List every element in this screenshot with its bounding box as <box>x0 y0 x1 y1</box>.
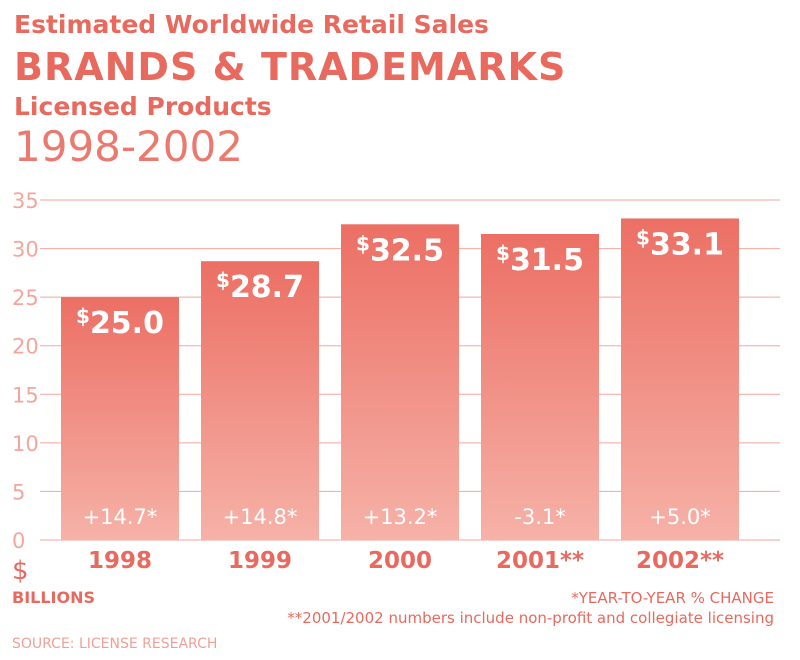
footnote-nonprofit: **2001/2002 numbers include non-profit a… <box>287 609 774 627</box>
data-label: $31.5 <box>496 241 584 278</box>
x-tick-label: 2000 <box>368 548 432 570</box>
x-tick-label: 1999 <box>228 548 292 570</box>
data-label: $28.7 <box>216 268 304 305</box>
chart-subtitle: Licensed Products <box>14 92 272 121</box>
bar <box>621 218 739 540</box>
bar-chart: 0 5 10 15 20 25 30 35 $25.0 +14.7* 1998 $28.7 +14.8… <box>12 189 780 570</box>
chart-title: BRANDS & TRADEMARKS <box>14 45 567 89</box>
x-tick-label: 2002** <box>636 548 724 570</box>
y-tick-label: 25 <box>12 286 39 310</box>
chart-supertitle: Estimated Worldwide Retail Sales <box>14 10 489 39</box>
change-label: -3.1* <box>514 505 565 529</box>
change-label: +5.0* <box>649 505 711 529</box>
bar <box>201 261 319 540</box>
y-tick-label: 30 <box>12 238 39 262</box>
data-label: $33.1 <box>636 225 724 262</box>
bar <box>61 297 179 540</box>
y-tick-label: 15 <box>12 383 39 407</box>
footnote-yoy: *YEAR-TO-YEAR % CHANGE <box>571 589 774 607</box>
x-tick-label: 1998 <box>88 548 152 570</box>
source-credit: SOURCE: LICENSE RESEARCH <box>12 636 218 652</box>
y-tick-label: 10 <box>12 432 39 456</box>
x-tick-label: 2001** <box>496 548 584 570</box>
y-tick-label: 5 <box>12 480 25 504</box>
y-tick-label: 0 <box>12 529 25 553</box>
data-label: $25.0 <box>76 304 164 341</box>
unit-symbol: $ <box>12 556 29 586</box>
chart-year-range: 1998-2002 <box>14 122 243 171</box>
change-label: +14.7* <box>83 505 158 529</box>
change-label: +14.8* <box>223 505 298 529</box>
bar <box>341 224 459 540</box>
data-label: $32.5 <box>356 231 444 268</box>
change-label: +13.2* <box>363 505 438 529</box>
unit-label: BILLIONS <box>12 588 96 607</box>
y-tick-label: 35 <box>12 189 39 213</box>
y-tick-label: 20 <box>12 335 39 359</box>
bar <box>481 234 599 540</box>
